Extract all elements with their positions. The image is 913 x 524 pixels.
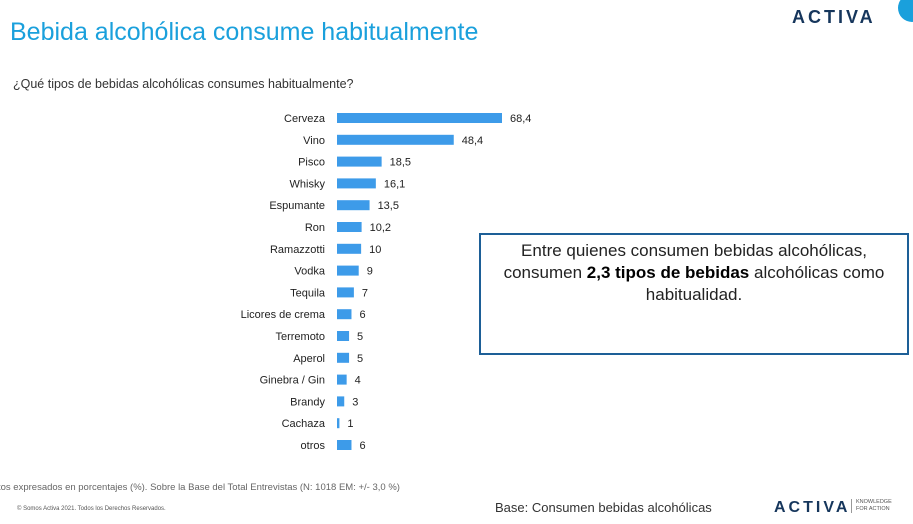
category-label: Whisky [290,178,326,190]
callout-line-2-pre: consumen [503,263,587,282]
value-label: 5 [357,331,363,343]
page-title: Bebida alcohólica consume habitualmente [10,18,479,46]
bar [337,352,350,363]
brand-logo-text-bottom: ACTIVA [774,499,851,516]
copyright: © Somos Activa 2021. Todos los Derechos … [17,506,166,512]
value-label: 10 [369,244,381,256]
brand-logo-bottom: ACTIVA [774,499,850,517]
corner-decoration-blue [898,0,913,22]
category-label: Cachaza [282,418,326,430]
value-label: 6 [359,309,365,321]
value-label: 18,5 [390,157,411,169]
tagline-line-2: FOR ACTION [856,506,890,512]
value-label: 48,4 [462,135,483,147]
bar [337,374,347,385]
category-label: Ron [305,222,325,234]
survey-question: ¿Qué tipos de bebidas alcohólicas consum… [13,77,354,91]
value-label: 6 [359,440,365,452]
category-label: Brandy [290,396,325,408]
category-label: Aperol [293,353,325,365]
bar [337,287,354,298]
callout-line-1: Entre quienes consumen bebidas alcohólic… [521,241,867,260]
tagline-line-1: KNOWLEDGE [856,499,892,505]
brand-tagline: KNOWLEDGE FOR ACTION [851,499,892,513]
bar [337,156,382,167]
value-label: 13,5 [378,200,399,212]
category-label: Terremoto [275,331,325,343]
category-label: Licores de crema [241,309,326,321]
bar [337,265,359,276]
value-label: 5 [357,353,363,365]
category-label: Ramazzotti [270,244,325,256]
bar-chart: Cerveza 68,4 Vino 48,4 Pisco 18,5 Whisky 16,1 Es… [241,113,531,452]
value-label: 3 [352,396,358,408]
bar [337,200,370,211]
category-label: Cerveza [284,113,326,125]
bar [337,178,376,189]
value-label: 9 [367,266,373,278]
bar [337,243,362,254]
bar [337,331,350,341]
value-label: 10,2 [370,222,391,234]
value-label: 7 [362,287,368,299]
bar [337,222,362,232]
brand-logo-top: ACTIVA [792,7,876,28]
insight-callout: Entre quienes consumen bebidas alcohólic… [479,233,909,355]
value-label: 1 [347,418,353,430]
callout-line-3: habitualidad. [645,285,743,304]
callout-highlight: 2,3 tipos de bebidas [586,263,750,282]
value-label: 68,4 [510,113,531,125]
bar [337,309,352,320]
value-label: 16,1 [384,178,405,190]
brand-logo-text: ACTIVA [792,7,876,27]
category-label: otros [301,440,326,452]
callout-line-2-post: alcohólicas como [749,263,885,282]
bar [337,113,502,123]
category-label: Ginebra / Gin [260,375,325,387]
bar [337,134,454,145]
category-label: Vino [303,135,325,147]
footnote: tos expresados en porcentajes (%). Sobre… [0,482,400,493]
bar [337,418,340,429]
value-label: 4 [355,375,361,387]
base-note: Base: Consumen bebidas alcohólicas [495,500,712,515]
category-label: Pisco [298,157,325,169]
bar [337,396,345,407]
category-label: Espumante [269,200,325,212]
bar [337,440,352,450]
category-label: Tequila [290,287,326,299]
category-label: Vodka [294,266,325,278]
